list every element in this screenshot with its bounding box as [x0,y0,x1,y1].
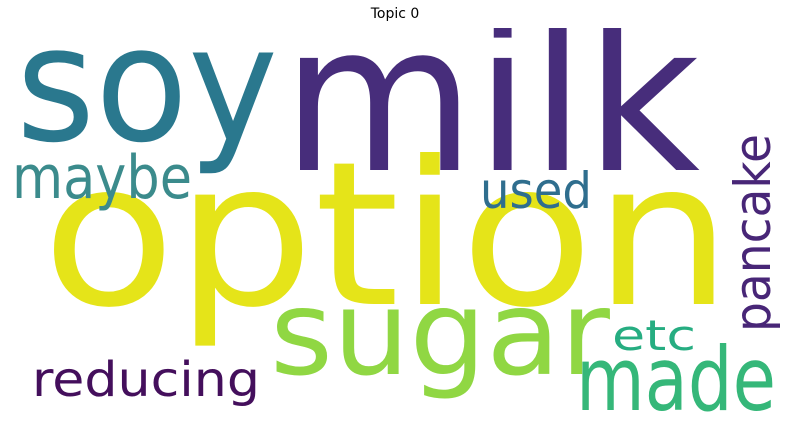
word-cloud: milk soy option sugar made maybe used pa… [10,28,780,415]
chart-title: Topic 0 [370,6,420,22]
word-soy: soy [16,28,278,178]
word-sugar: sugar [270,264,610,402]
word-used: used [480,162,592,220]
word-milk: milk [282,28,700,219]
word-option: option [42,119,732,352]
word-reducing: reducing [32,352,260,408]
word-pancake: pancake [724,134,780,332]
word-etc: etc [612,311,696,360]
word-maybe: maybe [12,143,192,213]
word-cloud-canvas: milk soy option sugar made maybe used pa… [12,28,780,415]
word-made: made [576,328,776,415]
